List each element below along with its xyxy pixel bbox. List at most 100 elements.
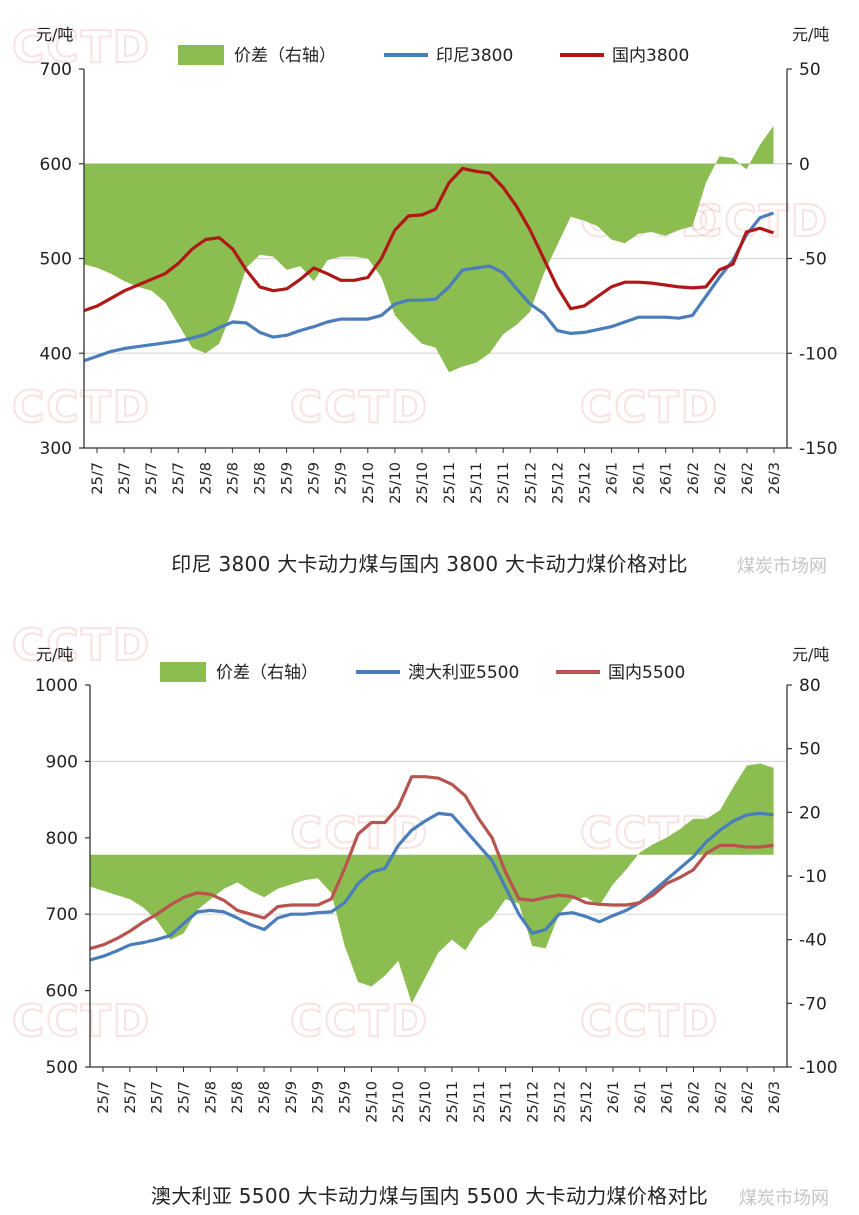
- x-tick-label: 26/1: [660, 1081, 676, 1114]
- watermark-cctd: CCTD: [290, 996, 429, 1047]
- y2-tick-label: 50: [799, 740, 821, 760]
- x-tick-label: 25/9: [311, 1081, 327, 1114]
- x-tick-label: 25/9: [280, 462, 296, 495]
- y-axis-unit-left: 元/吨: [36, 645, 73, 664]
- x-tick-label: 26/2: [686, 462, 702, 495]
- watermark-cctd: CCTD: [12, 22, 151, 73]
- x-tick-label: 26/2: [713, 1081, 729, 1114]
- x-tick-label: 25/11: [442, 462, 458, 504]
- x-tick-label: 26/2: [740, 1081, 756, 1114]
- x-tick-label: 25/11: [499, 1081, 515, 1123]
- x-tick-label: 26/1: [633, 1081, 649, 1114]
- legend-label-spread: 价差（右轴）: [216, 663, 318, 683]
- watermark-cctd: CCTD: [290, 382, 429, 433]
- x-tick-label: 25/8: [225, 462, 241, 495]
- chart-panel-indonesia: CCTDCCTDCCTDCCTDCCTDCCTDCCTD300400500600…: [0, 0, 859, 600]
- chart-caption: 印尼 3800 大卡动力煤与国内 3800 大卡动力煤价格对比: [171, 552, 688, 576]
- x-tick-label: 25/7: [177, 1081, 193, 1114]
- x-tick-label: 26/1: [606, 1081, 622, 1114]
- y-axis-unit-right: 元/吨: [792, 25, 829, 44]
- chart-indonesia-3800: CCTDCCTDCCTDCCTDCCTDCCTDCCTD300400500600…: [11, 21, 838, 504]
- x-tick-label: 25/10: [415, 462, 431, 504]
- x-tick-label: 25/12: [525, 1081, 541, 1123]
- watermark-cctd: CCTD: [12, 996, 151, 1047]
- legend-label-import: 澳大利亚5500: [408, 663, 519, 683]
- x-tick-label: 25/7: [144, 462, 160, 495]
- y-tick-label: 500: [46, 1058, 78, 1078]
- y-tick-label: 600: [46, 982, 78, 1002]
- x-tick-label: 25/9: [334, 462, 350, 495]
- y2-tick-label: 80: [799, 676, 821, 696]
- y2-tick-label: 50: [799, 60, 821, 80]
- spread-area: [84, 125, 774, 373]
- y-tick-label: 800: [46, 829, 78, 849]
- y-tick-label: 300: [40, 439, 72, 459]
- y-tick-label: 900: [46, 752, 78, 772]
- x-tick-label: 25/8: [252, 462, 268, 495]
- import-price-line: [83, 211, 775, 363]
- y2-tick-label: -10: [799, 867, 827, 887]
- legend-swatch-spread: [160, 662, 206, 682]
- y-tick-label: 600: [40, 155, 72, 175]
- legend-label-import: 印尼3800: [436, 46, 513, 66]
- x-tick-label: 25/11: [496, 462, 512, 504]
- y2-tick-label: -40: [799, 931, 827, 951]
- watermark-cctd: CCTD: [12, 620, 151, 671]
- y-tick-label: 1000: [35, 676, 78, 696]
- x-tick-label: 25/12: [552, 1081, 568, 1123]
- x-tick-label: 25/11: [445, 1081, 461, 1123]
- x-tick-label: 25/7: [90, 462, 106, 495]
- y2-tick-label: -100: [799, 344, 838, 364]
- x-tick-label: 26/1: [632, 462, 648, 495]
- x-tick-label: 26/2: [740, 462, 756, 495]
- x-tick-label: 25/11: [469, 462, 485, 504]
- x-tick-label: 26/1: [659, 462, 675, 495]
- x-tick-label: 25/8: [230, 1081, 246, 1114]
- x-tick-label: 25/7: [150, 1081, 166, 1114]
- x-tick-label: 25/12: [550, 462, 566, 504]
- x-tick-label: 25/12: [577, 462, 593, 504]
- y2-tick-label: 20: [799, 803, 821, 823]
- import-price-line: [89, 811, 774, 962]
- x-tick-label: 25/9: [284, 1081, 300, 1114]
- x-tick-label: 25/10: [361, 462, 377, 504]
- chart-caption: 澳大利亚 5500 大卡动力煤与国内 5500 大卡动力煤价格对比: [150, 1184, 709, 1208]
- x-tick-label: 25/10: [418, 1081, 434, 1123]
- y-tick-label: 700: [46, 905, 78, 925]
- domestic-price-line: [89, 775, 774, 951]
- watermark-cctd: CCTD: [580, 382, 719, 433]
- legend-label-domestic: 国内5500: [608, 663, 685, 683]
- x-tick-label: 25/7: [171, 462, 187, 495]
- caption-watermark: 煤炭市场网: [737, 556, 827, 577]
- x-tick-label: 25/9: [307, 462, 323, 495]
- watermark-cctd: CCTD: [690, 196, 829, 247]
- x-tick-label: 25/8: [257, 1081, 273, 1114]
- watermark-cctd: CCTD: [580, 996, 719, 1047]
- x-tick-label: 25/7: [117, 462, 133, 495]
- chart-panel-australia: CCTD CCTD CCTD CCTD CCTD CCTD 500 600 700 800 900 1…: [0, 612, 859, 1215]
- y2-tick-label: -50: [799, 250, 827, 270]
- y-tick-label: 700: [40, 60, 72, 80]
- watermark-cctd: CCTD: [12, 382, 151, 433]
- y-tick-label: 400: [40, 344, 72, 364]
- y2-tick-label: -100: [799, 1058, 838, 1078]
- legend-swatch-spread: [178, 45, 224, 65]
- x-tick-label: 26/1: [605, 462, 621, 495]
- x-tick-label: 25/12: [523, 462, 539, 504]
- legend-label-domestic: 国内3800: [612, 46, 689, 66]
- caption-watermark: 煤炭市场网: [739, 1188, 829, 1209]
- y2-tick-label: -70: [799, 994, 827, 1014]
- x-tick-label: 25/12: [579, 1081, 595, 1123]
- x-tick-label: 25/10: [391, 1081, 407, 1123]
- x-tick-label: 25/10: [364, 1081, 380, 1123]
- x-tick-label: 26/2: [713, 462, 729, 495]
- x-tick-label: 25/7: [96, 1081, 112, 1114]
- y2-tick-label: 0: [799, 155, 810, 175]
- x-tick-label: 25/10: [388, 462, 404, 504]
- x-tick-label: 25/7: [123, 1081, 139, 1114]
- y-axis-unit-right: 元/吨: [792, 645, 829, 664]
- y2-tick-label: -150: [799, 439, 838, 459]
- x-tick-label: 26/3: [767, 1081, 783, 1114]
- x-tick-label: 25/11: [472, 1081, 488, 1123]
